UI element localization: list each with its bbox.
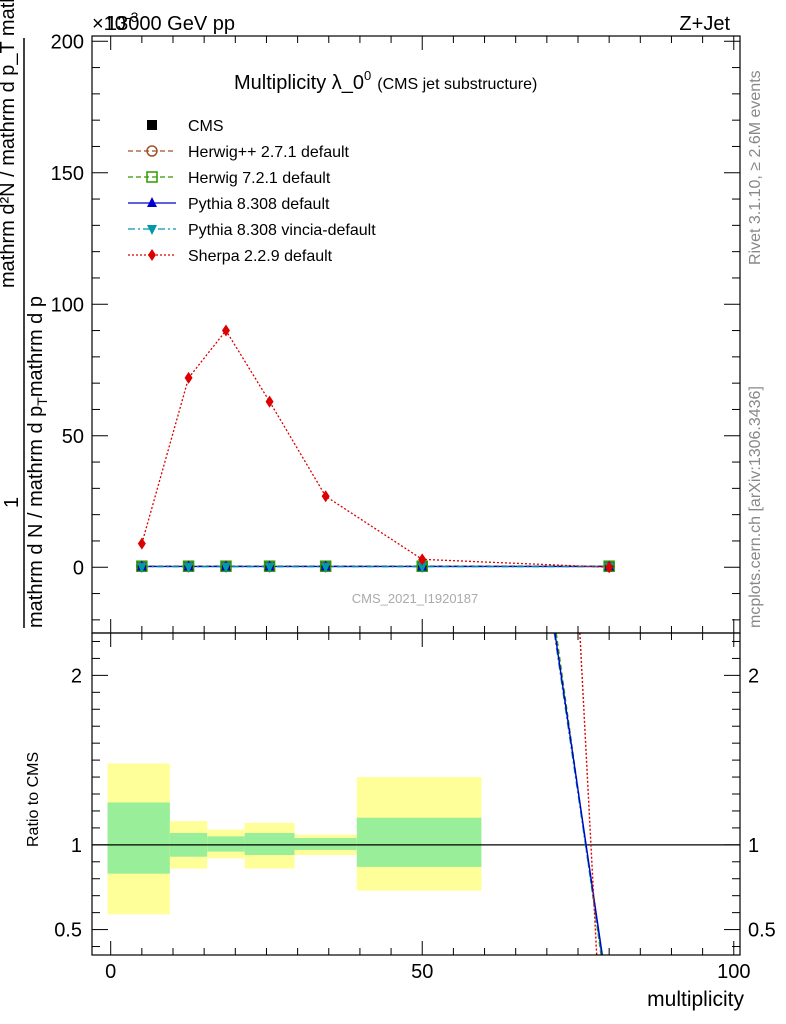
x-axis-label: multiplicity [647, 988, 744, 1011]
axes: 0 50 100 0 50 100 150 200 0.5 0.5 1 1 2 2 [51, 31, 776, 983]
ratio-band-inner [207, 836, 245, 852]
legend-label-vincia: Pythia 8.308 vincia-default [188, 222, 376, 239]
x-tick-label: 100 [717, 961, 750, 983]
ratio-panel [92, 632, 740, 956]
y-label-numerator: 1 [1, 497, 23, 508]
y-label-denominator: mathrm d N / mathrm d pTmathrm d p [25, 296, 50, 628]
point-sherpa [221, 324, 230, 337]
point-vincia [136, 562, 147, 573]
point-sherpa [605, 561, 614, 574]
legend-label-pythia: Pythia 8.308 default [188, 196, 330, 213]
mcplots-label: mcplots.cern.ch [arXiv:1306.3436] [747, 386, 764, 628]
legend-marker-herwigpp [146, 145, 158, 157]
legend-marker-cms [147, 120, 157, 130]
ratio-band-inner [294, 838, 357, 850]
legend-label-herwigpp: Herwig++ 2.7.1 default [188, 144, 350, 161]
y-axis-label-ratio: Ratio to CMS [25, 752, 42, 847]
y-tick-label: 200 [51, 31, 84, 53]
legend-label-sherpa: Sherpa 2.2.9 default [188, 248, 333, 265]
y-tick-label: 100 [51, 294, 84, 316]
ratio-y-tick-label: 0.5 [54, 920, 82, 942]
legend-marker-pythia [147, 197, 157, 207]
y-tick-label: 150 [51, 163, 84, 185]
watermark: CMS_2021_I1920187 [352, 591, 479, 606]
ratio-line-sherpa [579, 632, 598, 956]
exponent-label: ×10-3 [92, 9, 139, 35]
point-sherpa [137, 537, 146, 550]
top-panel [136, 324, 615, 574]
ratio-band-inner [356, 817, 482, 867]
ratio-y-tick-label-right: 1 [748, 835, 759, 857]
x-tick-label: 50 [411, 961, 433, 983]
ratio-y-tick-label: 2 [71, 665, 82, 687]
legend: CMS Herwig++ 2.7.1 default Herwig 7.2.1 de… [128, 118, 376, 265]
series-line-sherpa [141, 329, 610, 568]
ratio-band-inner [107, 802, 170, 874]
legend-marker-vincia [147, 225, 157, 235]
x-tick-label: 0 [105, 961, 116, 983]
ratio-y-tick-label-right: 2 [748, 665, 759, 687]
point-sherpa [265, 395, 274, 408]
ratio-y-tick-label: 1 [71, 835, 82, 857]
legend-label-cms: CMS [188, 118, 224, 135]
ratio-band-inner [244, 832, 295, 856]
legend-label-herwig7: Herwig 7.2.1 default [188, 170, 331, 187]
point-vincia [220, 562, 231, 573]
ratio-line-pythia [554, 632, 603, 956]
point-sherpa [418, 553, 427, 566]
point-vincia [183, 562, 194, 573]
legend-marker-herwig7 [146, 171, 158, 183]
point-vincia [417, 562, 428, 573]
point-sherpa [184, 371, 193, 384]
y-label-full: mathrm d²N / mathrm d p_T mathrm d lambd… [0, 0, 19, 288]
ratio-y-tick-label-right: 0.5 [748, 920, 776, 942]
point-vincia [320, 562, 331, 573]
chart-title: Multiplicity λ_00(CMS jet substructure) [234, 68, 537, 94]
point-vincia [264, 562, 275, 573]
rivet-label: Rivet 3.1.10, ≥ 2.6M events [747, 70, 764, 265]
y-tick-label: 50 [62, 426, 84, 448]
header-left: 13000 GeV pp [106, 13, 235, 35]
y-tick-label: 0 [73, 557, 84, 579]
legend-marker-sherpa [148, 249, 156, 261]
header-right: Z+Jet [679, 13, 730, 35]
y-axis-label-main: mathrm d N / mathrm d pTmathrm d p 1 mat… [0, 0, 50, 628]
point-sherpa [321, 490, 330, 503]
